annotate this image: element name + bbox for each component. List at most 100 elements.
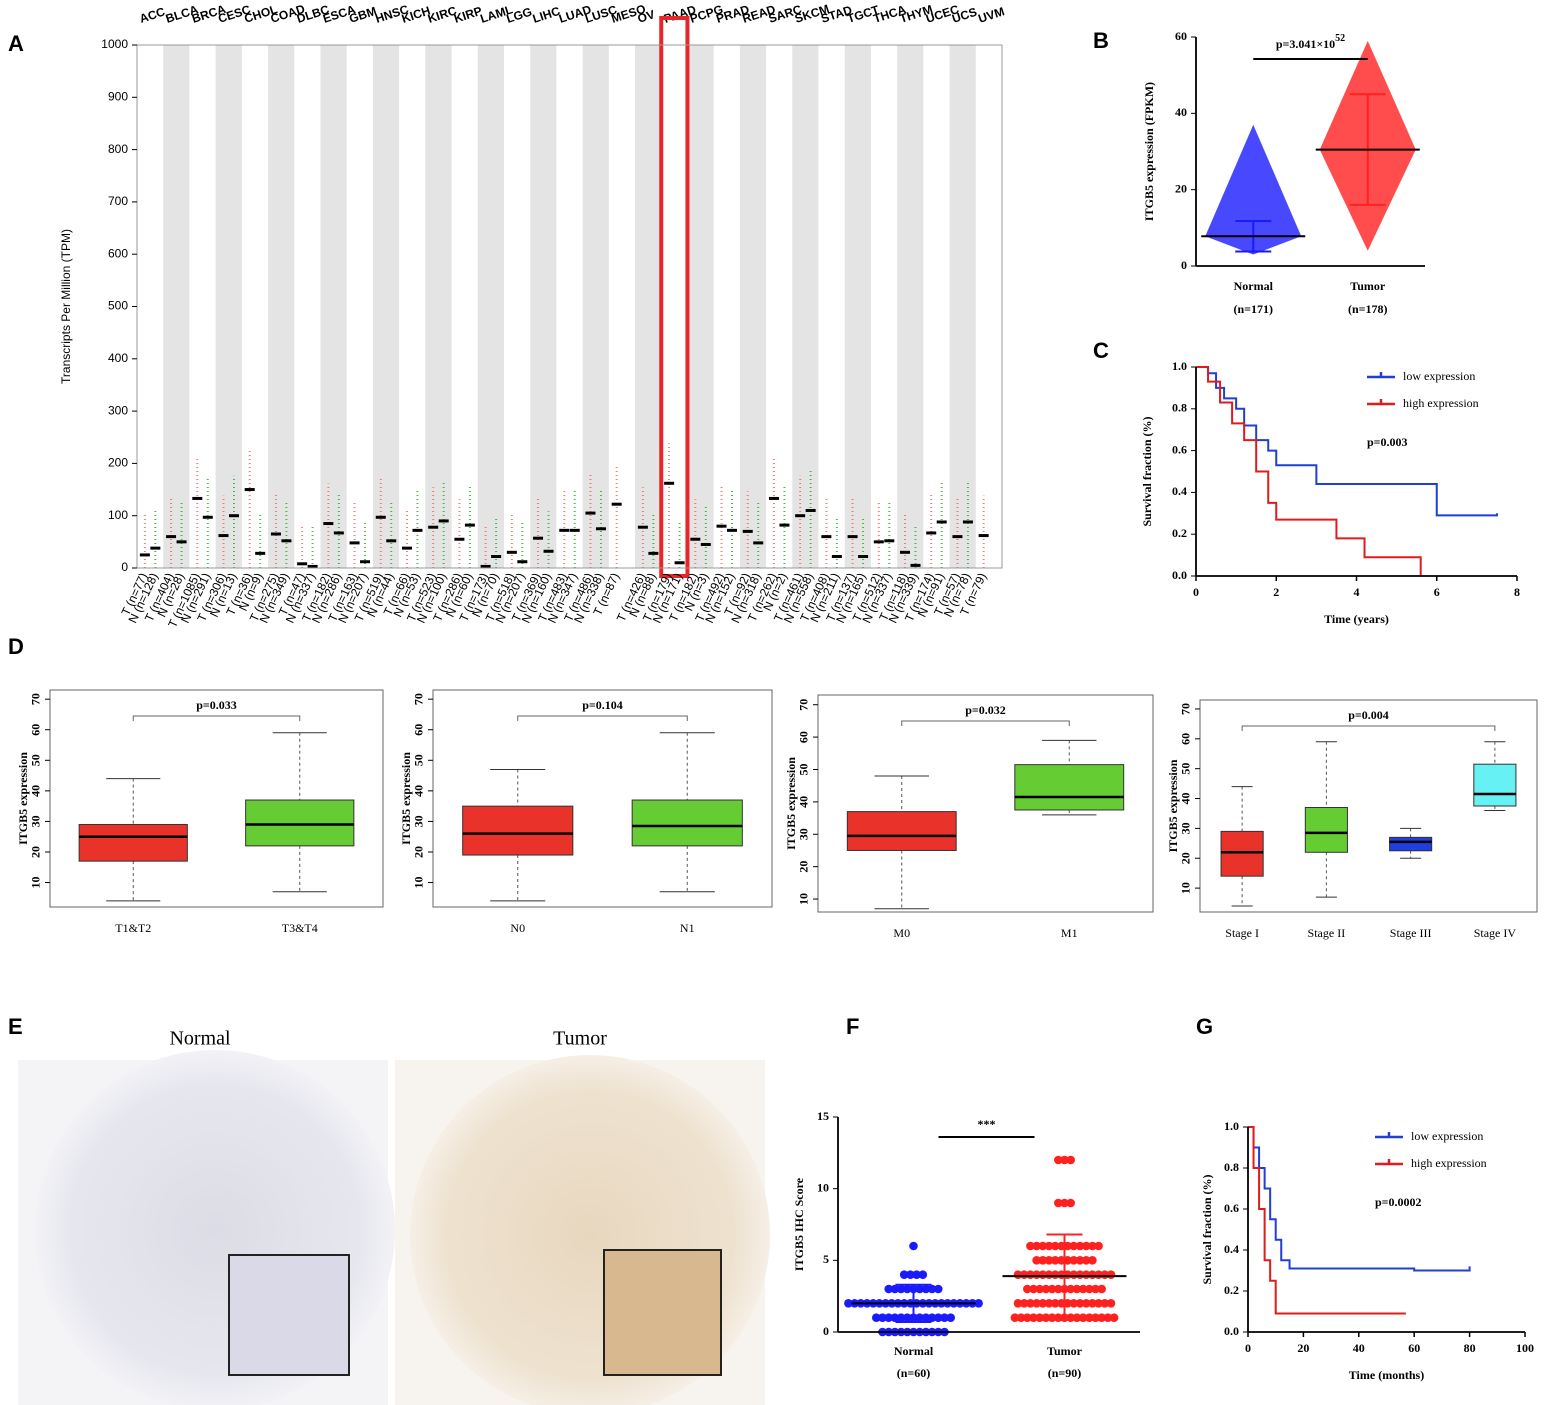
- dot: [1029, 1313, 1038, 1322]
- category-label: N0: [510, 921, 525, 935]
- dot: [934, 1284, 943, 1294]
- dot: [934, 1313, 943, 1322]
- dot: [1075, 1256, 1085, 1265]
- y-tick-label: 50: [797, 763, 811, 775]
- y-tick-label: 5: [823, 1252, 829, 1266]
- dot: [1081, 1299, 1091, 1308]
- p-value: p=0.004: [1348, 708, 1389, 722]
- y-tick-label: 0.4: [1172, 484, 1187, 498]
- panel-letter: G: [1196, 1014, 1213, 1039]
- dot: [1054, 1284, 1063, 1294]
- y-tick-label: 900: [108, 89, 128, 103]
- dot: [1069, 1241, 1079, 1251]
- y-tick-label: 0.8: [1224, 1160, 1239, 1174]
- dot: [890, 1313, 900, 1322]
- dot: [915, 1284, 924, 1294]
- y-axis-label: ITGB5 expression: [1166, 759, 1180, 852]
- dot: [946, 1313, 955, 1322]
- x-tick-label: 100: [1516, 1341, 1534, 1355]
- dot: [1106, 1299, 1116, 1308]
- y-tick-label: 100: [108, 508, 128, 522]
- y-tick-label: 60: [1175, 29, 1187, 43]
- category-label: N1: [680, 921, 695, 935]
- y-tick-label: 0.6: [1224, 1201, 1239, 1215]
- dot: [1041, 1313, 1051, 1322]
- y-tick-label: 50: [1179, 763, 1193, 775]
- y-tick-label: 0.2: [1172, 526, 1187, 540]
- dot-row: [1032, 1256, 1097, 1265]
- significance-bracket: [132, 715, 301, 721]
- p-value: p=3.041×1052: [1276, 33, 1345, 50]
- bg-band: [268, 45, 295, 568]
- dot: [1023, 1313, 1032, 1322]
- y-tick-label: 500: [108, 299, 128, 313]
- x-tick-label: 0: [1193, 585, 1199, 599]
- y-tick-label: 10: [412, 877, 426, 889]
- dot: [1100, 1299, 1110, 1308]
- dot: [1060, 1198, 1069, 1208]
- y-tick-label: 10: [29, 877, 43, 889]
- dot: [1081, 1241, 1091, 1251]
- y-tick-label: 60: [29, 724, 43, 736]
- dot: [1050, 1256, 1060, 1265]
- box: [1389, 836, 1433, 852]
- panel-letter: B: [1093, 28, 1109, 53]
- y-tick-label: 20: [412, 846, 426, 858]
- y-axis-label: Survival fraction (%): [1140, 417, 1154, 527]
- x-tick-label: 20: [1297, 1341, 1309, 1355]
- dot: [1019, 1299, 1029, 1308]
- p-value: p=0.033: [196, 698, 237, 712]
- point-cloud: [1205, 124, 1302, 255]
- y-tick-label: 200: [108, 456, 128, 470]
- category-count: (n=171): [1233, 302, 1273, 316]
- dot: [1035, 1284, 1044, 1294]
- dot: [896, 1284, 906, 1294]
- y-axis-label: ITGB5 expression: [16, 752, 30, 845]
- dot: [899, 1270, 909, 1279]
- y-tick-label: 60: [797, 731, 811, 743]
- dot: [1097, 1284, 1106, 1294]
- y-tick-label: 0.4: [1224, 1242, 1239, 1256]
- y-tick-label: 60: [412, 724, 426, 736]
- significance-bracket: [517, 715, 688, 721]
- survival-curve: [1196, 366, 1498, 517]
- y-tick-label: 30: [412, 815, 426, 827]
- dot: [1066, 1155, 1075, 1165]
- dot: [903, 1284, 912, 1294]
- bg-band: [949, 45, 976, 568]
- image-label: Normal: [169, 1028, 231, 1050]
- box: [78, 823, 188, 862]
- dot: [1054, 1155, 1063, 1165]
- image-label: Tumor: [553, 1028, 607, 1050]
- x-tick-label: 0: [1245, 1341, 1251, 1355]
- y-tick-label: 70: [412, 693, 426, 705]
- dot: [1044, 1299, 1054, 1308]
- y-tick-label: 40: [412, 785, 426, 797]
- y-tick-label: 600: [108, 246, 128, 260]
- y-tick-label: 60: [1179, 733, 1193, 745]
- inset-tumor: [603, 1249, 722, 1376]
- dot: [1066, 1284, 1075, 1294]
- y-tick-label: 30: [29, 815, 43, 827]
- bg-band: [372, 45, 400, 568]
- dot: [940, 1313, 949, 1322]
- dot: [1094, 1241, 1103, 1251]
- y-axis-label: Survival fraction (%): [1200, 1175, 1214, 1285]
- category-label: Stage IV: [1474, 926, 1517, 940]
- x-axis-label: Time (years): [1324, 612, 1389, 626]
- dot: [1091, 1284, 1100, 1294]
- y-tick-label: 0.8: [1172, 401, 1187, 415]
- bg-band: [582, 45, 609, 568]
- y-tick-label: 300: [108, 403, 128, 417]
- bg-band: [897, 45, 924, 568]
- category-label: Stage III: [1390, 926, 1432, 940]
- y-tick-label: 1.0: [1172, 359, 1187, 373]
- y-tick-label: 70: [797, 699, 811, 711]
- box: [1014, 764, 1125, 811]
- p-value-text: p=3.041×10: [1276, 37, 1335, 51]
- dot-row: [1010, 1313, 1119, 1322]
- survival-curve: [1248, 1126, 1406, 1315]
- box: [631, 799, 743, 847]
